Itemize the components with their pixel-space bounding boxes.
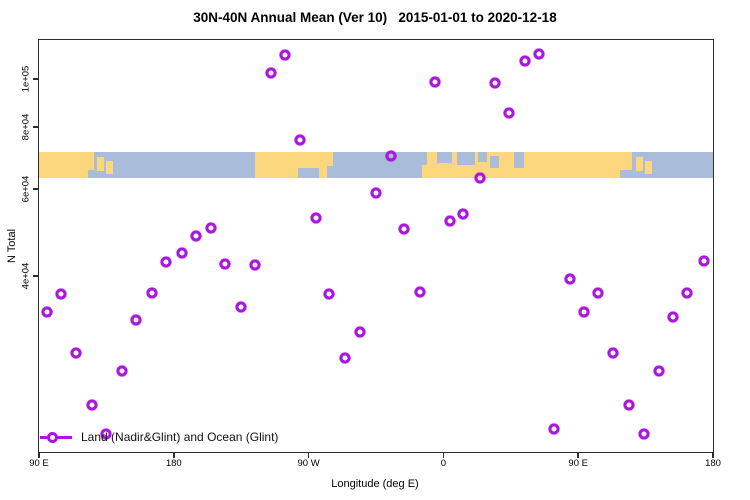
ocean-patch xyxy=(298,168,320,178)
plot-border xyxy=(38,39,714,453)
x-axis-label: Longitude (deg E) xyxy=(331,478,419,490)
data-point xyxy=(457,208,469,220)
data-point xyxy=(41,306,53,318)
data-point xyxy=(100,428,112,440)
legend-open-circle-line-icon xyxy=(40,430,72,444)
legend-label: Land (Nadir&Glint) and Ocean (Glint) xyxy=(81,430,279,444)
data-point xyxy=(474,172,486,184)
data-point xyxy=(533,48,545,60)
x-axis-tick xyxy=(38,453,40,458)
data-point xyxy=(116,365,128,377)
legend: Land (Nadir&Glint) and Ocean (Glint) xyxy=(40,430,278,444)
data-point xyxy=(235,301,247,313)
data-point xyxy=(86,399,98,411)
y-tick-label: 6e+04 xyxy=(20,175,32,203)
data-point xyxy=(354,326,366,338)
x-axis-tick xyxy=(442,453,445,458)
y-axis-label: N Total xyxy=(6,228,18,264)
data-point xyxy=(489,77,501,89)
data-point xyxy=(623,399,635,411)
data-point xyxy=(265,67,277,79)
land-segment xyxy=(422,164,427,178)
data-point xyxy=(160,256,172,268)
data-point xyxy=(414,286,426,298)
land-segment xyxy=(644,161,653,175)
y-tick-label: 1e+05 xyxy=(20,65,32,93)
land-segment xyxy=(105,161,114,175)
x-axis-tick xyxy=(307,453,310,458)
data-point xyxy=(294,134,306,146)
data-point xyxy=(698,255,710,267)
land-segment xyxy=(620,152,633,171)
data-point xyxy=(385,150,397,162)
data-point xyxy=(519,55,531,67)
data-point xyxy=(681,287,693,299)
data-point xyxy=(310,212,322,224)
map-band xyxy=(39,152,713,178)
y-axis-tick xyxy=(33,275,38,277)
y-tick-label: 8e+04 xyxy=(20,113,32,141)
data-point xyxy=(503,107,515,119)
land-segment xyxy=(96,157,105,172)
data-point xyxy=(339,352,351,364)
data-point xyxy=(667,311,679,323)
x-axis-tick xyxy=(577,453,579,458)
data-point xyxy=(578,306,590,318)
x-tick-label: 90 W xyxy=(297,458,320,469)
data-point xyxy=(55,288,67,300)
chart-title: 30N-40N Annual Mean (Ver 10) 2015-01-01 … xyxy=(193,10,557,25)
land-segment xyxy=(39,152,88,178)
data-point xyxy=(398,223,410,235)
data-point xyxy=(638,428,650,440)
x-axis-tick xyxy=(173,453,175,458)
data-point xyxy=(219,258,231,270)
x-tick-label: 0 xyxy=(440,458,447,469)
data-point xyxy=(146,287,158,299)
x-tick-label: 90 E xyxy=(29,458,49,469)
x-tick-label: 180 xyxy=(705,458,721,469)
ocean-patch xyxy=(477,152,487,162)
ocean-patch xyxy=(456,152,475,165)
data-point xyxy=(323,288,335,300)
data-point xyxy=(205,222,217,234)
x-axis-tick xyxy=(712,453,714,458)
ocean-patch xyxy=(489,155,499,168)
x-tick-label: 180 xyxy=(165,458,182,469)
y-axis-tick xyxy=(33,78,38,80)
data-point xyxy=(429,76,441,88)
land-segment xyxy=(87,152,95,171)
x-tick-label: 90 E xyxy=(568,458,588,469)
data-point xyxy=(176,247,188,259)
data-point xyxy=(130,314,142,326)
ocean-patch xyxy=(437,152,453,163)
data-point xyxy=(279,49,291,61)
data-point xyxy=(190,230,202,242)
data-point xyxy=(607,347,619,359)
data-point xyxy=(548,423,560,435)
land-segment xyxy=(326,152,333,167)
y-axis-tick xyxy=(33,188,38,190)
data-point xyxy=(564,273,576,285)
y-tick-label: 4e+04 xyxy=(20,262,32,290)
data-point xyxy=(653,365,665,377)
ocean-patch xyxy=(513,152,525,169)
y-axis-tick xyxy=(33,126,38,128)
data-point xyxy=(370,187,382,199)
data-point xyxy=(592,287,604,299)
data-point xyxy=(444,215,456,227)
data-point xyxy=(70,347,82,359)
land-segment xyxy=(635,157,644,172)
data-point xyxy=(249,259,261,271)
